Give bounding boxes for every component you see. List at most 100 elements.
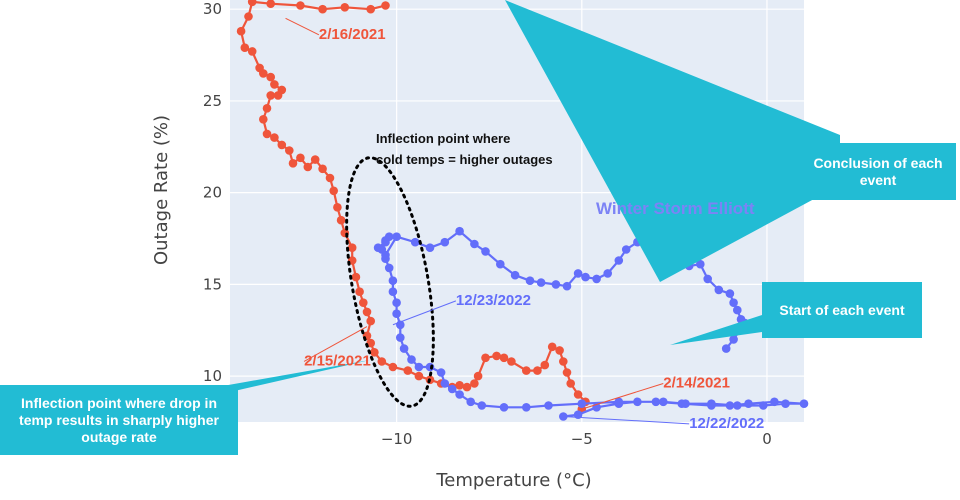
data-point-elliott	[407, 355, 416, 364]
data-point-elliott	[466, 397, 476, 407]
data-point-uri	[377, 357, 387, 366]
point-label-connector	[581, 382, 664, 410]
data-point-uri	[285, 146, 294, 155]
x-tick-label: 0	[762, 430, 772, 448]
data-point-uri	[240, 43, 250, 52]
data-point-elliott	[725, 289, 735, 298]
data-point-uri	[462, 382, 472, 392]
start-callout: Start of each event	[762, 282, 922, 338]
data-point-uri	[555, 346, 564, 355]
data-point-elliott	[703, 274, 712, 284]
data-point-elliott	[562, 281, 572, 291]
data-point-elliott	[614, 397, 624, 407]
x-tick-label: −5	[571, 430, 593, 448]
data-point-uri	[244, 12, 253, 21]
y-tick-label: 30	[203, 0, 222, 18]
point-label-connector	[392, 300, 457, 326]
data-point-uri	[547, 342, 557, 352]
data-point-elliott	[536, 278, 546, 287]
data-point-uri	[277, 140, 287, 150]
data-point-elliott	[381, 237, 390, 247]
inflection-callout: Inflection point where drop in temp resu…	[0, 385, 238, 455]
data-point-uri	[296, 153, 305, 163]
data-point-elliott	[603, 269, 612, 278]
inflection-note-line1: Inflection point where	[376, 131, 510, 146]
start-callout-pointer	[670, 315, 762, 345]
data-point-uri	[336, 215, 346, 225]
data-point-elliott	[447, 384, 457, 394]
data-point-elliott	[729, 298, 738, 308]
y-tick-label: 10	[203, 367, 222, 385]
data-point-elliott	[781, 399, 790, 409]
data-point-elliott	[799, 399, 809, 409]
data-point-uri	[277, 85, 287, 95]
data-point-elliott	[707, 401, 716, 410]
data-point-elliott	[551, 280, 561, 289]
data-point-elliott	[651, 397, 661, 407]
data-point-elliott	[696, 259, 705, 269]
data-point-uri	[266, 0, 275, 8]
data-point-elliott	[496, 259, 505, 269]
point-label-text: 2/15/2021	[304, 352, 371, 369]
data-point-elliott	[525, 276, 535, 286]
point-label-l2: 12/23/2022	[392, 292, 531, 326]
data-point-uri	[470, 379, 479, 388]
data-point-elliott	[373, 243, 383, 252]
y-tick-label: 20	[203, 184, 222, 202]
data-point-uri	[366, 316, 376, 326]
data-point-uri	[492, 351, 501, 361]
data-point-uri	[247, 47, 257, 56]
data-point-uri	[573, 390, 583, 399]
data-point-elliott	[388, 276, 398, 286]
data-point-uri	[370, 348, 379, 357]
data-point-uri	[414, 371, 424, 381]
data-point-elliott	[384, 263, 394, 273]
data-point-elliott	[455, 226, 464, 236]
point-label-connector	[563, 415, 690, 425]
data-point-elliott	[677, 399, 687, 409]
data-point-uri	[359, 298, 368, 308]
data-point-elliott	[659, 397, 668, 407]
data-point-elliott	[522, 403, 531, 412]
data-point-elliott	[573, 269, 583, 278]
data-point-elliott	[392, 309, 401, 319]
data-point-uri	[262, 104, 272, 113]
data-point-uri	[329, 186, 339, 196]
data-point-elliott	[399, 344, 409, 353]
data-point-elliott	[440, 379, 450, 388]
data-point-uri	[473, 371, 483, 381]
data-point-uri	[270, 133, 279, 142]
data-point-elliott	[425, 243, 435, 252]
y-axis-label: Outage Rate (%)	[151, 115, 172, 265]
point-label-l1: 2/16/2021	[285, 17, 386, 43]
data-point-elliott	[440, 237, 450, 247]
data-point-uri	[566, 379, 575, 388]
data-point-uri	[340, 3, 350, 12]
storm-name-annotation: Winter Storm Elliott	[596, 199, 755, 218]
inflection-ellipse	[345, 156, 435, 408]
point-label-l3: 2/15/2021	[303, 326, 371, 369]
data-point-uri	[347, 243, 357, 252]
data-point-elliott	[733, 401, 742, 410]
data-point-elliott	[499, 403, 509, 412]
conclusion-callout-pointer	[505, 0, 840, 282]
data-point-elliott	[392, 232, 401, 241]
data-point-uri	[351, 272, 361, 282]
data-point-elliott	[729, 335, 738, 344]
data-point-elliott	[577, 399, 587, 409]
point-label-l5: 12/22/2022	[563, 415, 764, 432]
data-point-uri	[559, 357, 568, 366]
data-point-elliott	[436, 368, 446, 377]
data-point-uri	[296, 1, 305, 10]
data-point-elliott	[388, 287, 398, 297]
data-point-elliott	[759, 401, 768, 410]
data-point-uri	[303, 162, 313, 172]
data-point-elliott	[725, 401, 735, 410]
data-point-elliott	[621, 245, 631, 254]
data-point-elliott	[721, 344, 731, 353]
point-labels: 2/16/2021 12/23/2022 2/15/2021 2/14/2021 12/…	[285, 17, 764, 432]
y-tick-label: 25	[203, 92, 222, 110]
data-point-uri	[362, 307, 372, 317]
data-point-uri	[366, 4, 376, 14]
data-point-elliott	[455, 390, 464, 399]
